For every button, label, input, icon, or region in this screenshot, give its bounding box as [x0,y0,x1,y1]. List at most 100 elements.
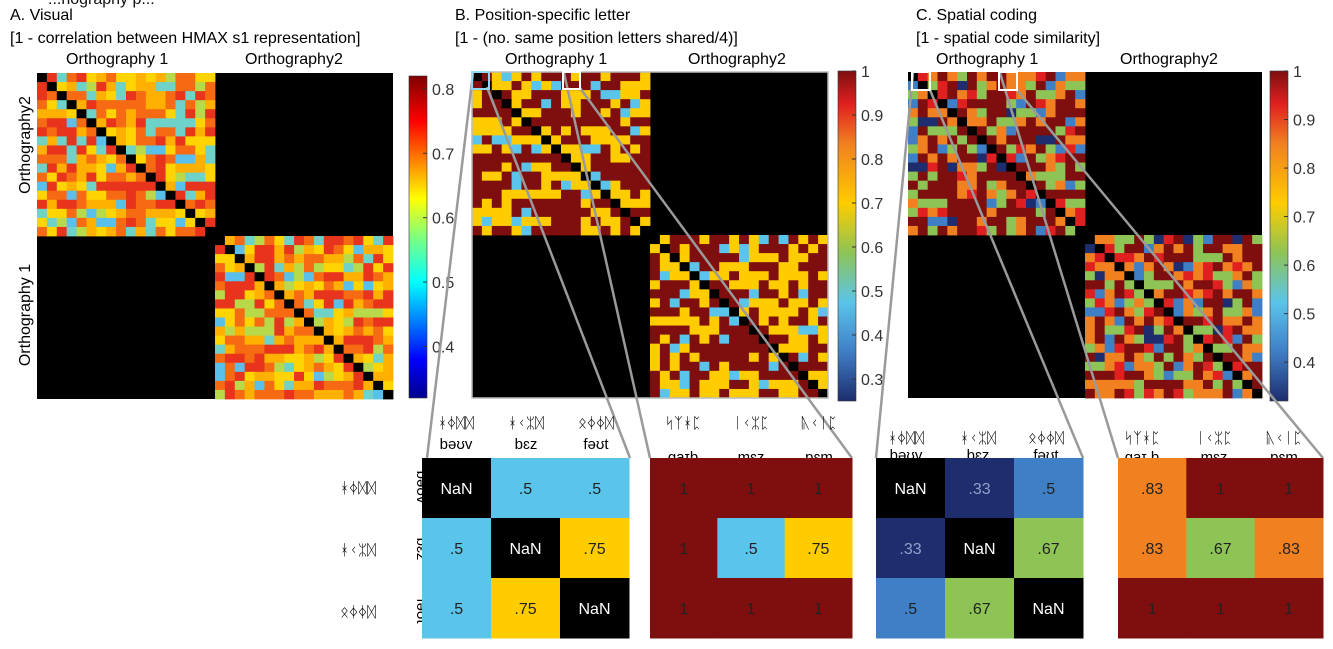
matrix-cell [1134,307,1145,317]
matrix-cell [927,108,938,118]
colorbar-tick-label: 0.8 [1293,161,1315,178]
matrix-cell [383,326,394,337]
matrix-cell [808,370,819,381]
matrix-cell [323,236,335,246]
matrix-cell [976,135,988,145]
matrix-cell [1124,361,1135,372]
matrix-cell [778,244,789,254]
matrix-cell [630,207,641,218]
matrix-cell [521,207,532,218]
matrix-cell [86,145,97,155]
matrix-cell [353,236,364,246]
zoom-cell-value: 1 [679,541,688,558]
zoom-cell [491,458,561,519]
matrix-cell [1153,253,1165,263]
matrix-cell [175,82,186,92]
zoom-matrix-c-between: .83 1 1.83.67.831 1 1 [1118,458,1324,639]
matrix-cell [1045,135,1056,145]
matrix-cell [234,254,246,264]
matrix-cell [1094,289,1106,299]
matrix-cell [561,144,572,154]
matrix-cell [650,280,661,290]
matrix-cell [561,135,572,145]
matrix-cell [679,352,690,363]
matrix-cell [491,171,503,182]
matrix-cell [155,217,166,228]
matrix-cell [541,117,552,127]
matrix-cell [511,216,522,227]
matrix-cell [709,280,720,290]
matrix-cell [1183,361,1194,372]
matrix-cell [1124,388,1135,399]
matrix-cell [86,73,97,83]
matrix-cell [1193,352,1204,363]
matrix-cell [481,72,493,82]
panel-b-matrix [471,71,829,399]
matrix-cell [363,371,374,382]
matrix-cell [175,163,186,174]
matrix-cell [56,199,68,210]
matrix-cell [1114,235,1125,245]
matrix-cell [610,153,621,163]
matrix-cell [1153,352,1165,363]
matrix-cell [1114,244,1125,254]
matrix-cell [1016,81,1027,91]
matrix-cell [669,379,681,390]
matrix-cell [46,136,58,146]
matrix-cell [689,262,700,272]
matrix-cell [37,217,48,228]
zoom-cell-value: .5 [744,541,757,558]
matrix-cell [808,352,819,363]
matrix-cell [531,162,542,173]
matrix-cell [818,352,829,363]
matrix-cell [363,236,374,246]
matrix-cell [788,262,799,272]
matrix-cell [481,90,493,100]
matrix-cell [739,289,750,299]
matrix-cell [116,109,127,119]
matrix-cell [96,82,107,92]
matrix-cell [294,281,305,291]
matrix-cell [561,225,572,236]
matrix-cell [1085,370,1096,381]
matrix-cell [551,81,562,91]
matrix-cell [304,317,315,327]
matrix-cell [215,362,226,373]
matrix-cell [570,207,582,218]
matrix-cell [491,225,503,236]
matrix-cell [106,190,117,201]
matrix-cell [630,216,641,227]
matrix-cell [1035,99,1047,109]
matrix-cell [185,82,196,92]
matrix-cell [729,325,740,336]
matrix-cell [957,99,968,109]
matrix-cell [353,371,364,382]
matrix-cell [1016,108,1027,118]
matrix-cell [1183,343,1194,354]
matrix-cell [363,362,374,373]
matrix-cell [264,272,275,282]
matrix-cell [996,180,1007,191]
glyph-word-9: ᛟᛄᛄᛞ [1028,430,1064,447]
matrix-cell [1153,307,1165,317]
matrix-cell [1045,99,1056,109]
matrix-cell [1104,307,1115,317]
matrix-cell [323,353,335,364]
matrix-cell [788,316,799,326]
matrix-cell [748,334,760,345]
matrix-cell [1173,289,1184,299]
matrix-cell [284,371,295,382]
matrix-cell [669,298,681,308]
matrix-cell [699,244,710,254]
matrix-cell [986,216,997,227]
matrix-cell [1124,316,1135,326]
matrix-cell [561,207,572,218]
row-glyph-2: ᚼᚲᛯᛞ [340,542,376,559]
matrix-cell [373,353,384,364]
matrix-cell [106,73,117,83]
matrix-cell [1212,370,1224,381]
matrix-cell [96,127,107,137]
matrix-cell [531,225,542,236]
matrix-cell [561,180,572,191]
matrix-cell [1232,271,1243,281]
